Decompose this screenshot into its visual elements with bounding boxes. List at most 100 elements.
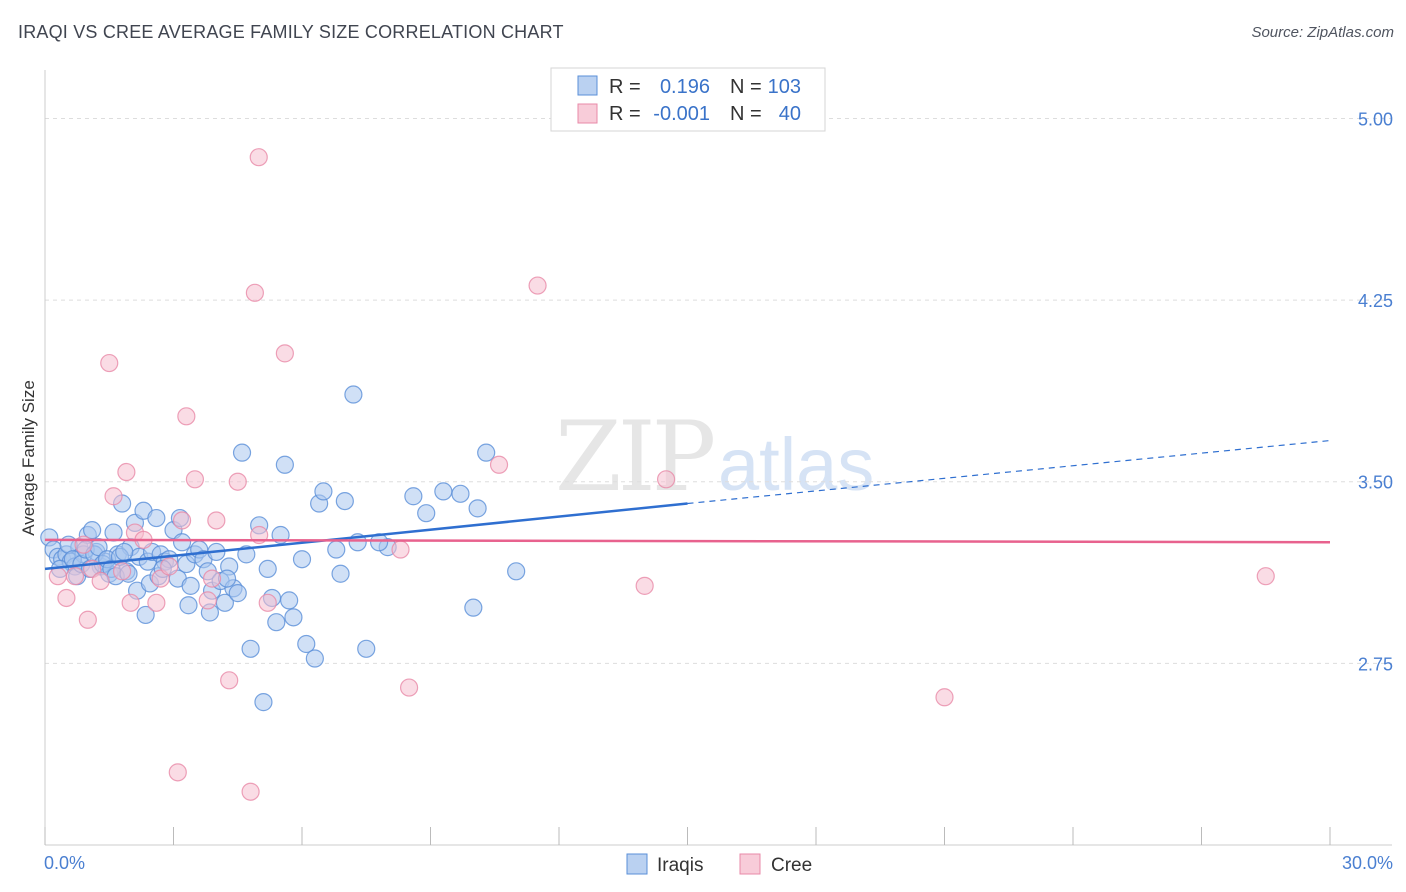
legend-r-value-iraqis: 0.196 [660,76,710,98]
iraqis-point-64 [335,491,354,511]
bottom-legend-swatch-iraqis [626,853,648,875]
cree-point-36 [635,576,654,595]
iraqis-point-45 [232,443,252,462]
cree-point-10 [117,462,136,482]
iraqis-point-62 [327,540,346,559]
iraqis-point-54 [275,455,294,474]
iraqis-point-49 [254,693,273,712]
iraqis-point-33 [181,576,200,595]
legend-r-label-cree: R = [609,103,641,125]
bottom-legend-swatch-cree [739,853,761,875]
cree-trend-line [44,538,1331,544]
legend-n-label-iraqis: N = [730,76,762,98]
iraqis-point-73 [451,484,470,503]
cree-point-37 [656,470,676,489]
watermark: ZIP atlas [555,401,874,513]
cree-point-24 [228,472,247,491]
iraqis-point-31 [172,533,192,552]
cree-point-25 [241,782,260,801]
legend-n-value-cree: 40 [779,103,801,125]
iraqis-point-46 [237,545,256,564]
iraqis-trend-extension [687,439,1331,505]
iraqis-point-77 [507,562,526,581]
cree-point-17 [168,763,187,782]
iraqis-trend-line [44,502,688,571]
cree-point-34 [489,455,509,474]
series-legend: Iraqis Cree [626,853,812,876]
iraqis-point-74 [464,598,483,617]
cree-point-19 [185,470,205,489]
iraqis-point-70 [404,487,423,506]
cree-point-23 [220,671,239,690]
legend-swatch-cree [577,103,598,124]
cree-point-28 [245,283,264,302]
bottom-legend-label-cree: Cree [771,855,812,876]
legend-n-value-iraqis: 103 [768,76,801,98]
cree-point-35 [528,276,547,295]
cree-point-38 [935,688,954,707]
iraqis-point-57 [292,550,312,569]
cree-point-20 [198,591,217,610]
cree-point-29 [275,344,294,363]
legend-n-label-cree: N = [730,103,762,125]
y-tick-label-0: 2.75 [1358,654,1393,674]
iraqis-point-61 [314,482,333,501]
iraqis-point-95 [136,605,155,625]
iraqis-point-15 [104,523,123,542]
iraqis-point-56 [284,608,303,627]
iraqis-point-52 [267,613,286,632]
iraqis-point-63 [331,564,350,583]
cree-point-33 [399,678,419,697]
y-axis-title: Average Family Size [19,380,38,536]
legend-swatch-iraqis [577,75,598,96]
cree-point-39 [1256,567,1275,586]
source-credit: Source: ZipAtlas.com [1251,24,1394,41]
cree-point-18 [172,511,192,530]
cree-point-27 [258,593,277,612]
iraqis-point-76 [477,443,496,462]
cree-point-7 [100,353,119,373]
iraqis-point-25 [147,508,166,528]
iraqis-points [40,385,526,712]
cree-point-1 [57,588,76,608]
cree-point-30 [249,148,268,167]
bottom-legend-label-iraqis: Iraqis [657,855,703,876]
cree-point-22 [207,511,226,530]
iraqis-point-59 [305,649,324,668]
iraqis-point-47 [241,639,260,658]
iraqis-point-92 [115,542,134,562]
iraqis-point-44 [228,584,247,603]
correlation-legend: R = 0.196 N = 103 R = -0.001 N = 40 [550,67,826,132]
watermark-zip: ZIP [555,401,714,513]
x-tick-label-max: 30.0% [1342,853,1393,873]
y-tick-label-3: 5.00 [1358,109,1393,129]
x-tick-labels: 0.0% 30.0% [44,853,1393,873]
iraqis-point-66 [344,385,363,404]
iraqis-point-75 [468,499,487,518]
chart-title: IRAQI VS CREE AVERAGE FAMILY SIZE CORREL… [18,22,564,42]
grid-lines [45,117,1392,664]
iraqis-point-50 [258,559,277,579]
y-tick-label-1: 3.50 [1358,473,1393,493]
cree-point-31 [177,407,196,426]
cree-point-11 [121,593,140,612]
iraqis-point-10 [83,521,102,540]
iraqis-point-58 [297,634,316,654]
x-tick-label-min: 0.0% [44,853,85,873]
cree-point-21 [202,569,222,588]
cree-point-2 [65,567,85,586]
y-tick-label-2: 4.25 [1358,291,1393,311]
cree-point-16 [160,557,179,576]
cree-point-6 [91,571,110,591]
legend-r-label-iraqis: R = [609,76,641,98]
cree-point-8 [104,487,123,506]
cree-point-5 [78,610,97,629]
cree-point-32 [391,540,410,559]
axes [44,70,1392,846]
iraqis-point-55 [280,591,299,610]
cree-point-9 [112,562,132,581]
cree-point-14 [147,593,166,612]
iraqis-point-72 [434,482,453,501]
trend-lines [44,439,1331,571]
